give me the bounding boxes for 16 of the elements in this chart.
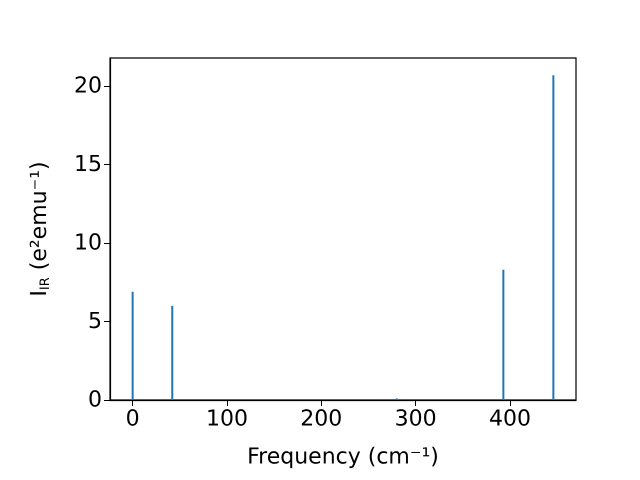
x-axis-title: Frequency (cm⁻¹) bbox=[247, 444, 439, 470]
x-tick-label: 200 bbox=[300, 406, 342, 432]
y-tick-label: 5 bbox=[88, 309, 102, 334]
y-tick-label: 10 bbox=[74, 230, 102, 256]
bar bbox=[171, 306, 174, 400]
x-tick-label: 0 bbox=[126, 406, 140, 432]
y-tick-label: 20 bbox=[74, 74, 102, 99]
bar bbox=[552, 75, 554, 400]
y-tick-label: 15 bbox=[74, 152, 102, 178]
x-tick-label: 100 bbox=[206, 406, 248, 432]
bar bbox=[132, 292, 134, 400]
y-axis-title: IIR (e²emu⁻¹) bbox=[27, 161, 53, 297]
x-tick-label: 400 bbox=[488, 406, 531, 432]
bar bbox=[502, 270, 504, 400]
y-tick-label: 0 bbox=[88, 388, 102, 412]
x-tick-label: 300 bbox=[394, 406, 437, 432]
